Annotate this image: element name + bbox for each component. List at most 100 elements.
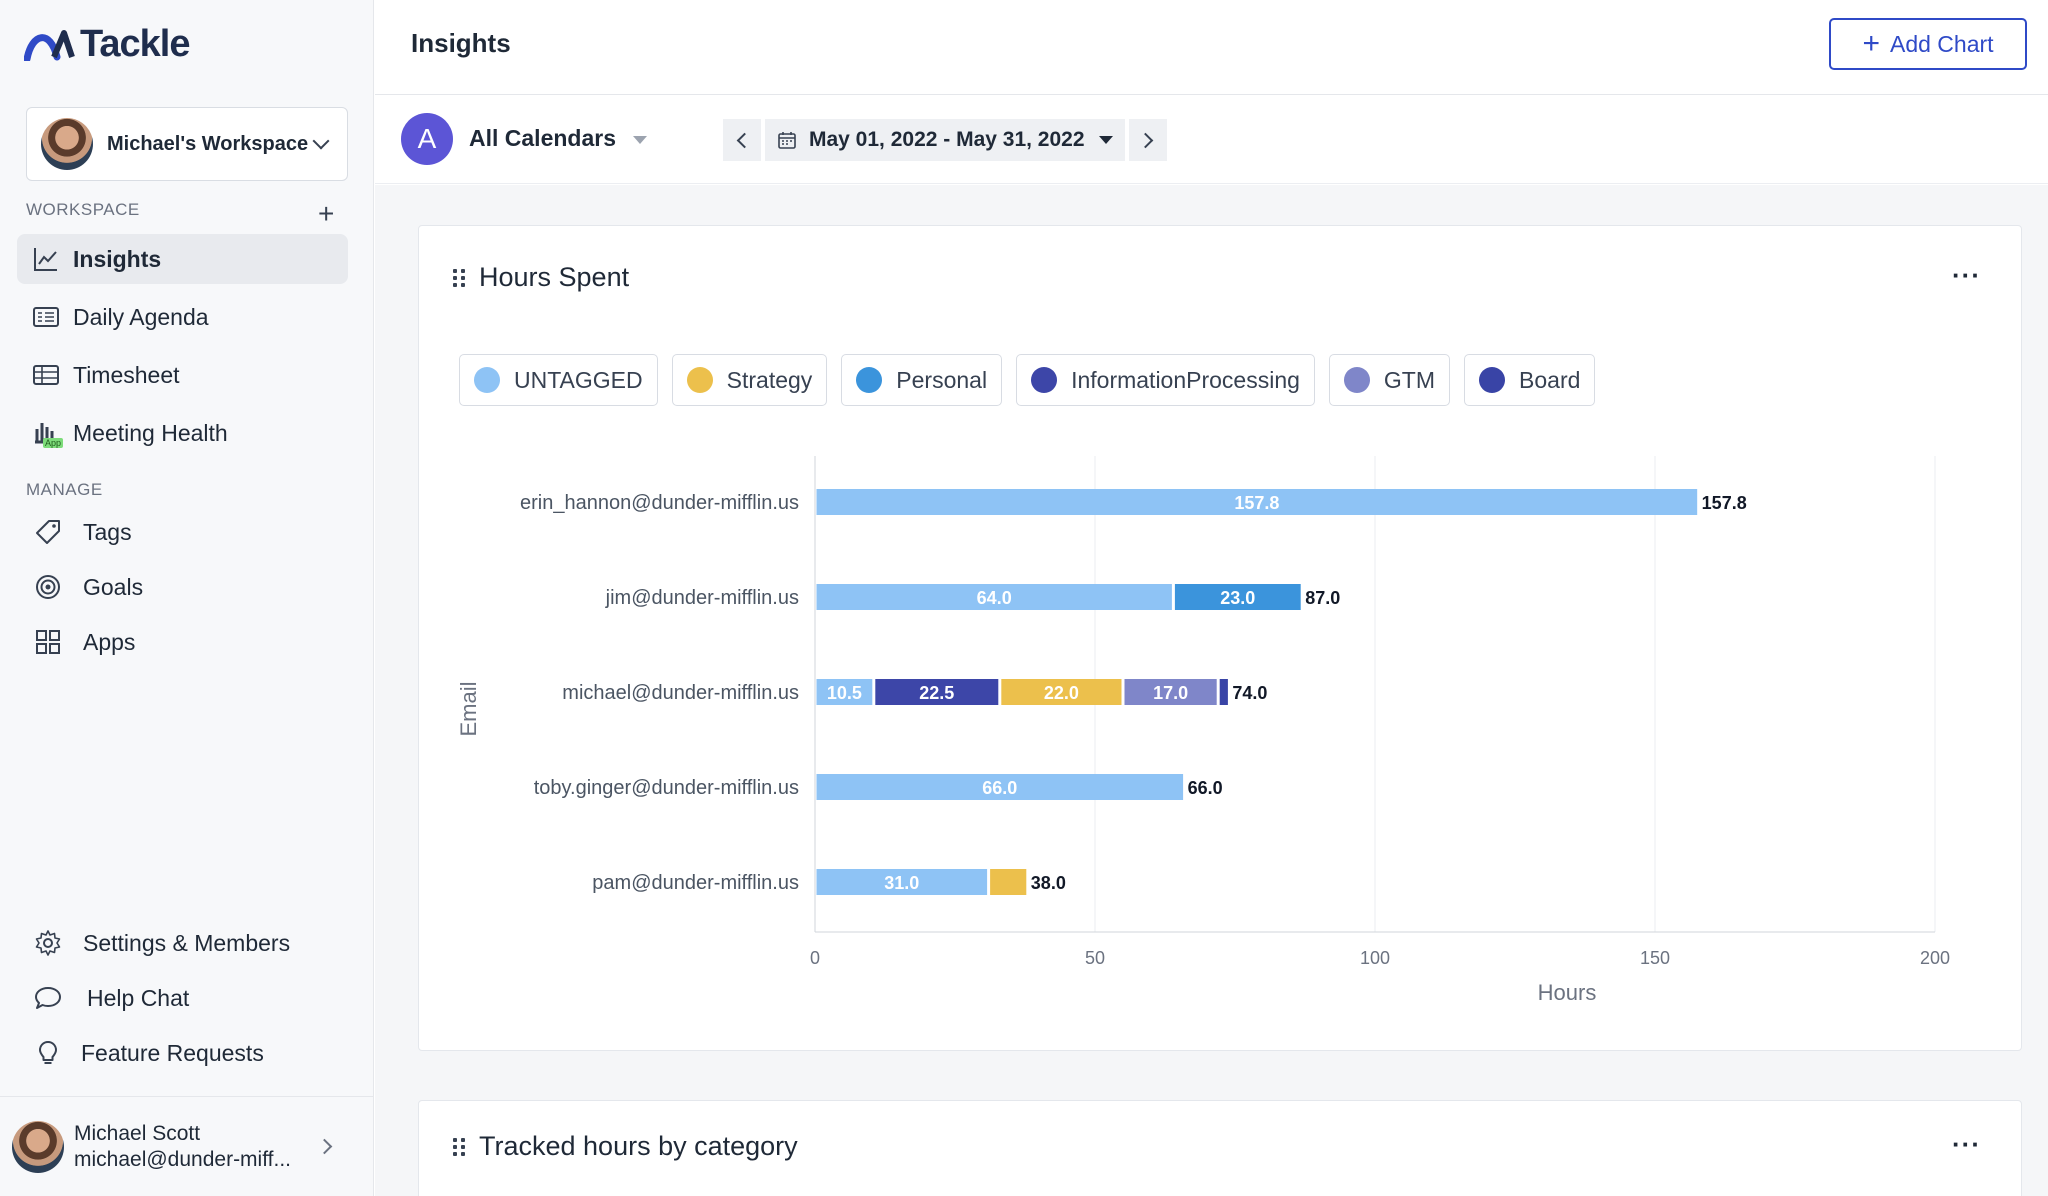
legend-dot xyxy=(474,367,500,393)
bar-value-label: 31.0 xyxy=(884,873,919,893)
chevron-right-icon xyxy=(1137,132,1154,148)
user-email: michael@dunder-miff... xyxy=(74,1147,292,1171)
bar-segment[interactable] xyxy=(875,679,999,705)
y-axis-title: Email xyxy=(456,681,481,736)
plus-icon: + xyxy=(1862,27,1880,60)
sidebar-item-settings-members[interactable]: Settings & Members xyxy=(17,918,348,968)
legend-dot xyxy=(856,367,883,393)
add-chart-button[interactable]: + Add Chart xyxy=(1829,18,2027,70)
y-tick-label: erin_hannon@dunder-mifflin.us xyxy=(520,492,799,514)
sidebar-item-label: Insights xyxy=(73,245,162,272)
card-title-row: Tracked hours by category xyxy=(453,1131,798,1162)
legend-chip-personal[interactable]: Personal xyxy=(841,354,1003,406)
more-options-icon[interactable]: ··· xyxy=(1952,1129,1981,1159)
y-tick-label: michael@dunder-mifflin.us xyxy=(562,682,799,704)
bar-total-label: 38.0 xyxy=(1031,873,1066,893)
sidebar-item-goals[interactable]: Goals xyxy=(17,562,348,612)
drag-handle-icon[interactable] xyxy=(453,268,465,287)
bar-total-label: 157.8 xyxy=(1702,493,1747,513)
bar-segment[interactable] xyxy=(1124,679,1217,705)
drag-handle-icon[interactable] xyxy=(453,1137,465,1156)
table-icon xyxy=(31,360,61,390)
workspace-name: Michael's Workspace xyxy=(107,132,309,155)
bar-segment[interactable] xyxy=(816,869,988,895)
brand-name: Tackle xyxy=(80,22,190,65)
bar-value-label: 23.0 xyxy=(1220,588,1255,608)
legend-chip-untagged[interactable]: UNTAGGED xyxy=(459,354,658,406)
agenda-icon xyxy=(31,302,61,332)
sidebar-item-feature-requests[interactable]: Feature Requests xyxy=(17,1028,348,1078)
sidebar-item-meeting-health[interactable]: App Meeting Health xyxy=(17,408,348,458)
legend-label: Personal xyxy=(896,366,988,393)
legend-dot xyxy=(1031,367,1058,393)
user-profile[interactable]: Michael Scott michael@dunder-miff... xyxy=(0,1096,374,1196)
y-tick-label: jim@dunder-mifflin.us xyxy=(605,587,799,609)
tag-icon xyxy=(33,517,63,547)
chart-line-icon xyxy=(31,244,61,274)
workspace-avatar xyxy=(41,118,93,170)
bar-segment[interactable] xyxy=(816,774,1184,800)
hours-spent-card: Hours Spent ··· UNTAGGED Strategy Person… xyxy=(418,225,2022,1051)
calendar-select-label[interactable]: All Calendars xyxy=(469,125,616,151)
sidebar-item-timesheet[interactable]: Timesheet xyxy=(17,350,348,400)
page-header: Insights + Add Chart xyxy=(375,0,2048,95)
main-content: Hours Spent ··· UNTAGGED Strategy Person… xyxy=(375,185,2048,1196)
previous-period-button[interactable] xyxy=(723,119,761,161)
x-tick-label: 100 xyxy=(1360,948,1390,968)
bar-total-label: 74.0 xyxy=(1232,683,1267,703)
bar-segment[interactable] xyxy=(816,584,1172,610)
bar-segment[interactable] xyxy=(1174,584,1301,610)
bar-chart-icon: App xyxy=(31,418,64,448)
card-title-row: Hours Spent xyxy=(453,262,629,293)
x-tick-label: 150 xyxy=(1640,948,1670,968)
sidebar-item-insights[interactable]: Insights xyxy=(17,234,348,284)
sidebar-item-apps[interactable]: Apps xyxy=(17,617,348,667)
bar-value-label: 22.0 xyxy=(1044,683,1079,703)
bar-segment[interactable] xyxy=(1219,679,1228,705)
sidebar-item-tags[interactable]: Tags xyxy=(17,507,348,557)
card-title: Tracked hours by category xyxy=(479,1131,798,1161)
legend-chip-gtm[interactable]: GTM xyxy=(1328,354,1451,406)
next-period-button[interactable] xyxy=(1128,119,1167,161)
more-options-icon[interactable]: ··· xyxy=(1952,260,1981,290)
x-axis-title: Hours xyxy=(1538,980,1597,1005)
tackle-logo[interactable]: Tackle xyxy=(24,22,190,66)
sidebar-item-label: Feature Requests xyxy=(81,1039,264,1066)
card-title: Hours Spent xyxy=(479,262,630,292)
date-range-picker[interactable]: May 01, 2022 - May 31, 2022 xyxy=(765,119,1125,161)
sidebar: Tackle Michael's Workspace WORKSPACE + I… xyxy=(0,0,374,1196)
tackle-logo-icon xyxy=(24,30,75,61)
chart-legend: UNTAGGED Strategy Personal InformationPr… xyxy=(459,354,1596,406)
bar-segment[interactable] xyxy=(990,869,1027,895)
gear-icon xyxy=(33,928,63,958)
grid-icon xyxy=(33,627,63,657)
add-workspace-item-plus-icon[interactable]: + xyxy=(318,198,335,229)
manage-section-label: MANAGE xyxy=(26,480,103,499)
x-tick-label: 0 xyxy=(810,948,820,968)
legend-chip-board[interactable]: Board xyxy=(1464,354,1596,406)
sidebar-item-label: Apps xyxy=(83,628,136,655)
legend-chip-strategy[interactable]: Strategy xyxy=(671,354,828,406)
target-icon xyxy=(33,572,63,602)
calendar-caret-down-icon[interactable] xyxy=(633,136,647,144)
date-navigator: May 01, 2022 - May 31, 2022 xyxy=(723,119,1167,161)
filter-bar: A All Calendars May 01, 2022 - May 31, 2… xyxy=(375,96,2048,184)
x-tick-label: 200 xyxy=(1920,948,1950,968)
bar-segment[interactable] xyxy=(816,679,873,705)
page-title: Insights xyxy=(411,28,511,58)
bar-value-label: 10.5 xyxy=(827,683,862,703)
bar-total-label: 87.0 xyxy=(1305,588,1340,608)
bar-value-label: 157.8 xyxy=(1234,493,1279,513)
legend-label: UNTAGGED xyxy=(514,366,643,393)
calendar-avatar[interactable]: A xyxy=(401,113,453,165)
legend-chip-informationprocessing[interactable]: InformationProcessing xyxy=(1016,354,1315,406)
bar-segment[interactable] xyxy=(1001,679,1122,705)
sidebar-item-daily-agenda[interactable]: Daily Agenda xyxy=(17,292,348,342)
lightbulb-icon xyxy=(33,1038,63,1068)
sidebar-item-help-chat[interactable]: Help Chat xyxy=(17,973,348,1023)
date-range-label: May 01, 2022 - May 31, 2022 xyxy=(809,128,1085,151)
workspace-section-label: WORKSPACE xyxy=(26,200,140,219)
bar-segment[interactable] xyxy=(816,489,1698,515)
workspace-switcher[interactable]: Michael's Workspace xyxy=(26,107,348,181)
bar-total-label: 66.0 xyxy=(1188,778,1223,798)
